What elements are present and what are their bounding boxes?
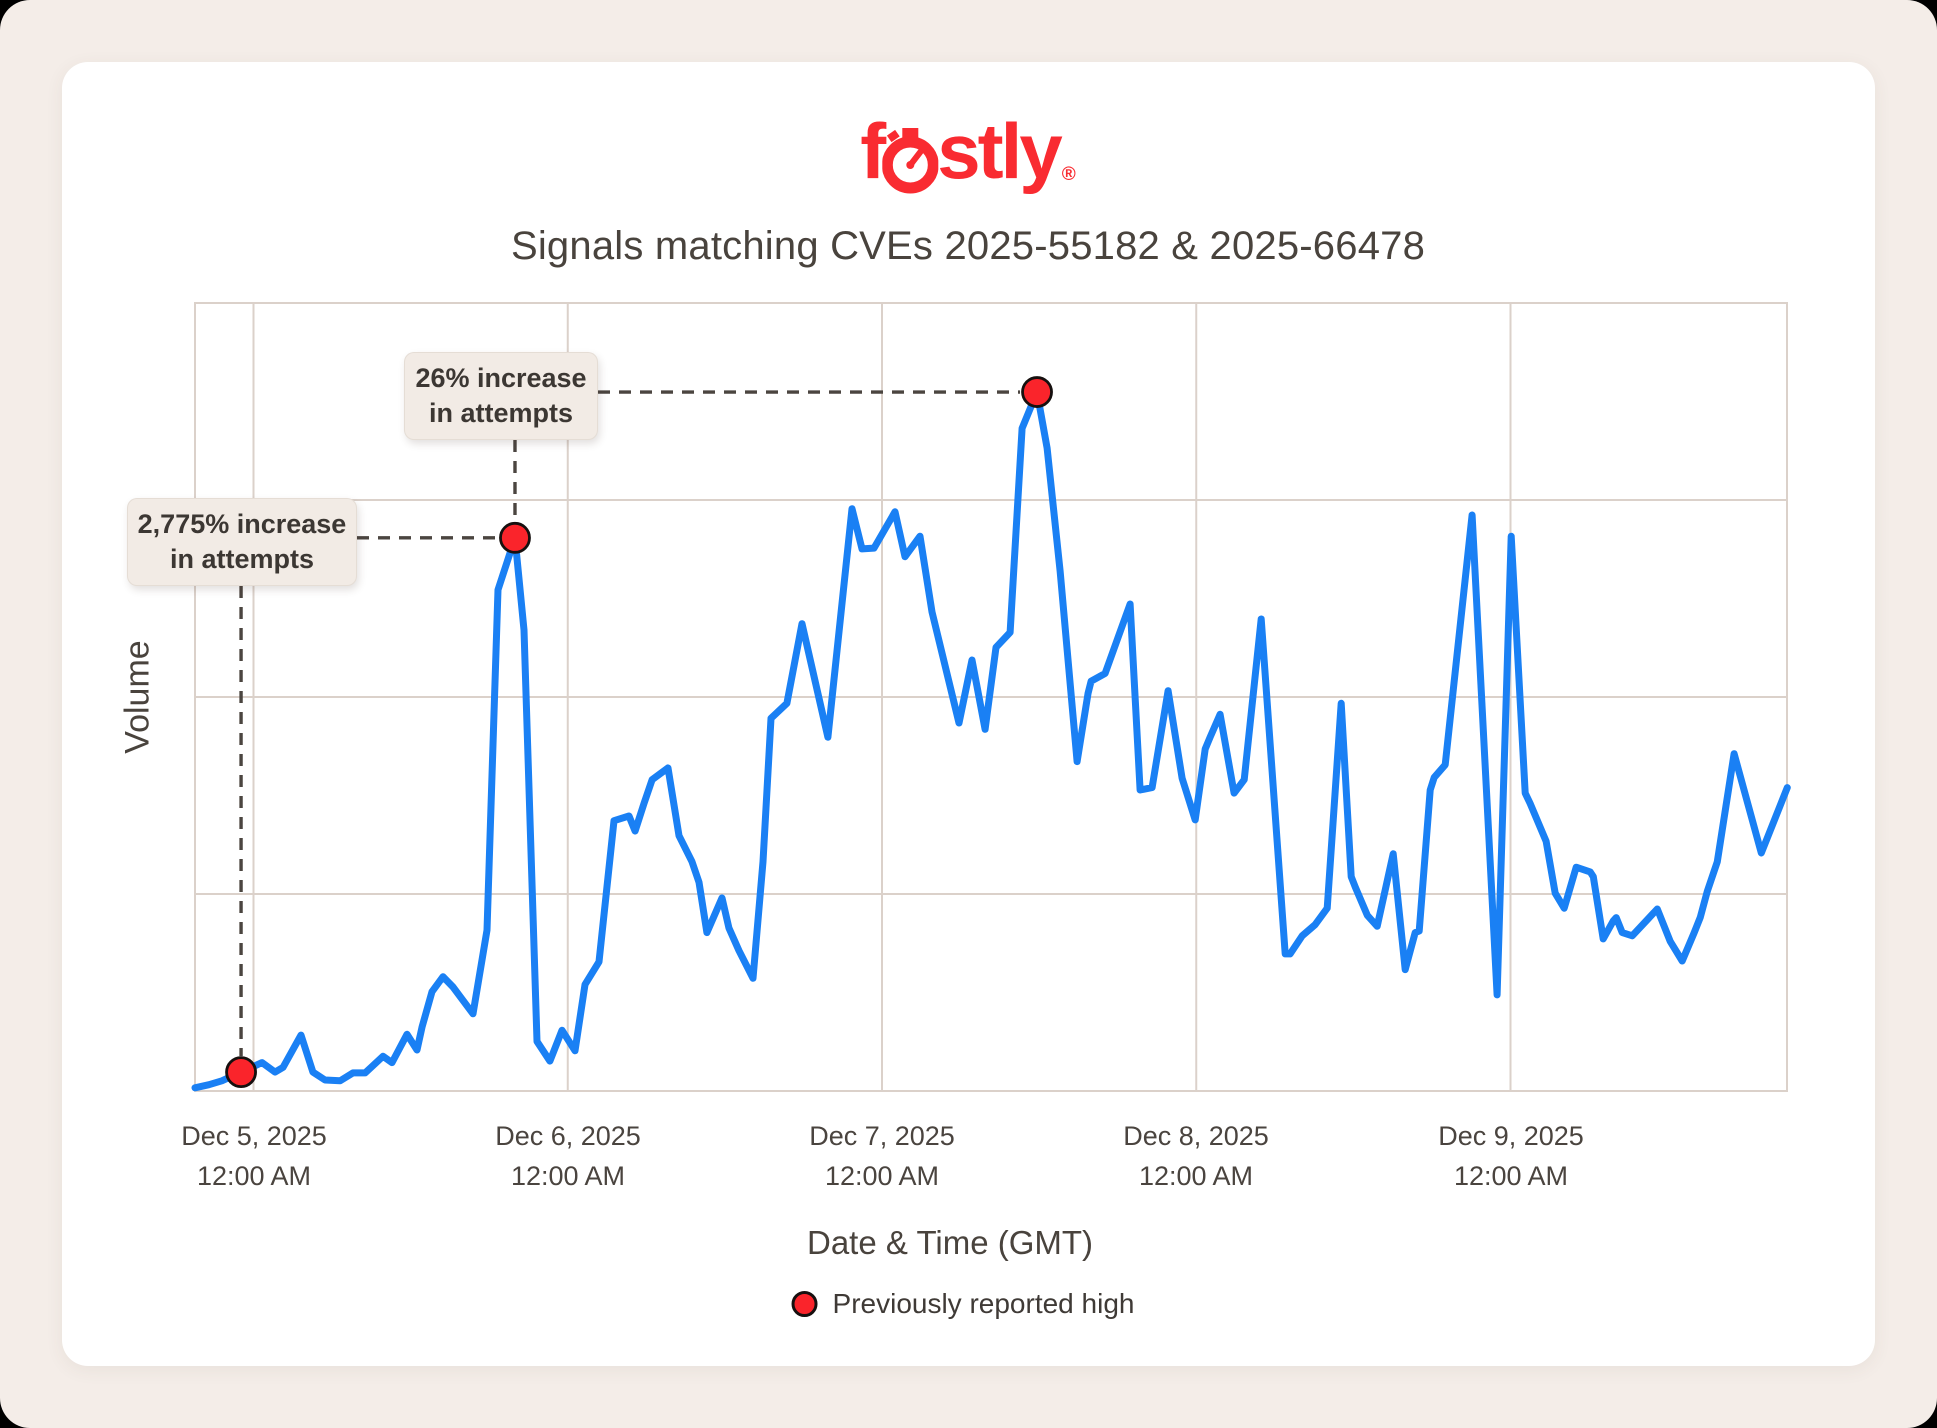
x-tick-dec5: Dec 5, 2025 12:00 AM (181, 1116, 327, 1196)
legend-label: Previously reported high (832, 1288, 1135, 1319)
chart-title: Signals matching CVEs 2025-55182 & 2025-… (510, 224, 1426, 268)
red-dot-legend-icon (791, 1291, 818, 1317)
x-axis-label: Date & Time (GMT) (806, 1224, 1094, 1261)
x-tick-dec8: Dec 8, 2025 12:00 AM (1123, 1116, 1269, 1196)
x-tick-dec7: Dec 7, 2025 12:00 AM (809, 1116, 955, 1196)
annotation-line: 2,775% increase (137, 509, 347, 539)
x-tick-dec6: Dec 6, 2025 12:00 AM (495, 1116, 641, 1196)
signal-volume-line (191, 388, 1791, 1092)
previously-reported-high-markers (225, 376, 1053, 1088)
annotation-2775-percent: 2,775% increase in attempts (127, 498, 357, 586)
annotation-line: 26% increase (415, 363, 587, 393)
annotation-connector-lines (239, 390, 1021, 1057)
previously-reported-high-dot (1021, 376, 1053, 408)
fastly-logo: f stly ® (860, 108, 1075, 194)
logo-letters-stly: stly (937, 107, 1062, 195)
chart-legend: Previously reported high (791, 1288, 1135, 1320)
previously-reported-high-dot (225, 1056, 257, 1088)
tick-time: 12:00 AM (1453, 1161, 1569, 1191)
chart-card (62, 62, 1875, 1366)
tick-time: 12:00 AM (510, 1161, 626, 1191)
tick-date: Dec 5, 2025 (181, 1121, 327, 1151)
tick-time: 12:00 AM (824, 1161, 940, 1191)
y-axis-label: Volume (118, 640, 157, 754)
tick-time: 12:00 AM (196, 1161, 312, 1191)
previously-reported-high-dot (499, 521, 531, 554)
logo-registered-mark: ® (1061, 164, 1076, 185)
tick-date: Dec 8, 2025 (1123, 1121, 1269, 1151)
annotation-26-percent: 26% increase in attempts (404, 352, 598, 440)
tick-date: Dec 9, 2025 (1438, 1121, 1584, 1151)
logo-letter-f: f (860, 107, 886, 195)
stopwatch-icon (882, 128, 939, 194)
x-tick-dec9: Dec 9, 2025 12:00 AM (1438, 1116, 1584, 1196)
tick-date: Dec 7, 2025 (809, 1121, 955, 1151)
annotation-line: in attempts (169, 544, 315, 574)
tick-time: 12:00 AM (1138, 1161, 1254, 1191)
tick-date: Dec 6, 2025 (495, 1121, 641, 1151)
annotation-line: in attempts (428, 398, 574, 428)
